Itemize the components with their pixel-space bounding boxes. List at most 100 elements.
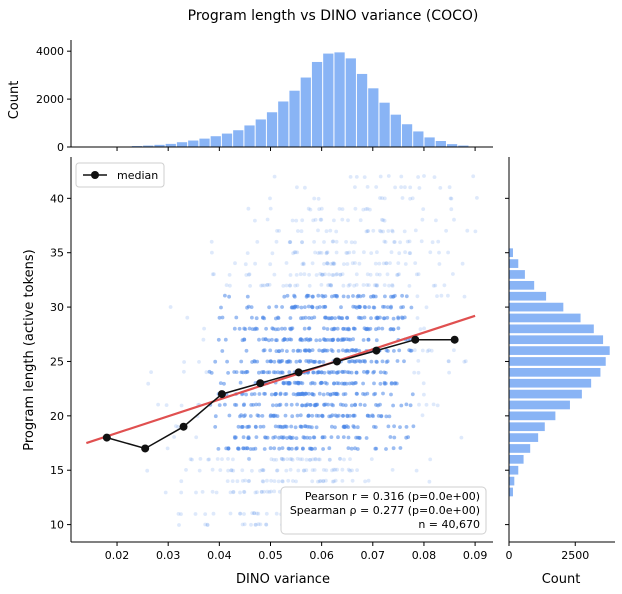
scatter-point xyxy=(383,295,387,299)
scatter-point xyxy=(301,404,305,408)
scatter-point xyxy=(310,414,314,418)
scatter-point xyxy=(228,273,232,277)
scatter-point xyxy=(305,337,309,341)
scatter-point xyxy=(408,197,412,201)
scatter-point xyxy=(351,479,355,483)
scatter-point xyxy=(440,294,444,298)
scatter-point xyxy=(174,424,178,428)
scatter-point xyxy=(262,468,266,472)
top-histogram-bar xyxy=(267,112,277,147)
scatter-point xyxy=(392,349,396,353)
scatter-point xyxy=(421,218,425,222)
scatter-point xyxy=(323,371,327,375)
y-tick-label: 10 xyxy=(50,519,64,532)
scatter-point xyxy=(322,360,326,364)
scatter-point xyxy=(322,393,326,397)
scatter-point xyxy=(333,392,337,396)
scatter-point xyxy=(242,338,246,342)
scatter-point xyxy=(224,338,228,342)
scatter-point xyxy=(247,479,251,483)
scatter-point xyxy=(417,371,421,375)
scatter-point xyxy=(438,262,442,266)
scatter-point xyxy=(352,414,356,418)
scatter-point xyxy=(298,338,302,342)
scatter-point xyxy=(422,393,426,397)
scatter-point xyxy=(166,447,170,451)
right-histogram-x-tick-label: 0 xyxy=(506,549,513,562)
scatter-point xyxy=(294,480,298,484)
top-histogram-y-tick-label: 2000 xyxy=(36,93,64,106)
top-histogram-bar xyxy=(301,78,311,147)
scatter-point xyxy=(416,359,420,363)
right-histogram-bar xyxy=(509,433,538,442)
scatter-point xyxy=(295,360,299,364)
scatter-point xyxy=(330,425,334,429)
scatter-point xyxy=(277,403,281,407)
x-tick-label: 0.06 xyxy=(309,549,334,562)
scatter-point xyxy=(446,251,450,255)
scatter-point xyxy=(273,175,277,179)
top-histogram-ylabel: Count xyxy=(7,81,22,120)
scatter-point xyxy=(250,316,254,320)
scatter-point xyxy=(330,316,334,320)
scatter-point xyxy=(263,284,267,288)
scatter-point xyxy=(408,251,412,255)
scatter-point xyxy=(303,349,307,353)
scatter-point xyxy=(264,338,268,342)
scatter-point xyxy=(432,284,436,288)
scatter-point xyxy=(380,327,384,331)
scatter-point xyxy=(418,186,422,190)
scatter-point xyxy=(298,359,302,363)
scatter-point xyxy=(403,250,407,254)
scatter-point xyxy=(241,371,245,375)
scatter-point xyxy=(309,447,313,451)
scatter-point xyxy=(251,327,255,331)
scatter-point xyxy=(179,479,183,483)
scatter-point xyxy=(194,491,198,495)
scatter-point xyxy=(341,370,345,374)
scatter-point xyxy=(146,382,150,386)
scatter-point xyxy=(271,251,275,255)
fit-line xyxy=(86,316,475,443)
scatter-point xyxy=(379,175,383,179)
stats-pearson: Pearson r = 0.316 (p=0.0e+00) xyxy=(305,490,480,503)
scatter-point xyxy=(213,360,217,364)
scatter-point xyxy=(420,239,424,243)
scatter-point xyxy=(366,185,370,189)
scatter-point xyxy=(414,229,418,233)
scatter-point xyxy=(388,261,392,265)
scatter-point xyxy=(421,207,425,211)
scatter-point xyxy=(401,305,405,309)
scatter-point xyxy=(446,294,450,298)
scatter-point xyxy=(215,491,219,495)
scatter-point xyxy=(421,349,425,353)
scatter-point xyxy=(300,457,304,461)
scatter-point xyxy=(312,316,316,320)
scatter-point xyxy=(475,196,479,200)
x-tick-label: 0.05 xyxy=(258,549,283,562)
scatter-point xyxy=(437,251,441,255)
scatter-point xyxy=(309,208,313,212)
scatter-point xyxy=(218,316,222,320)
scatter-point xyxy=(296,349,300,353)
scatter-point xyxy=(328,393,332,397)
scatter-point xyxy=(358,262,362,266)
scatter-point xyxy=(289,425,293,429)
scatter-point xyxy=(287,447,291,451)
scatter-point xyxy=(310,479,314,483)
scatter-point xyxy=(452,218,456,222)
scatter-point xyxy=(308,284,312,288)
scatter-point xyxy=(361,382,365,386)
scatter-point xyxy=(281,446,285,450)
scatter-point xyxy=(336,435,340,439)
scatter-point xyxy=(199,457,203,461)
scatter-point xyxy=(344,403,348,407)
scatter-point xyxy=(285,403,289,407)
scatter-point xyxy=(300,229,304,233)
scatter-point xyxy=(145,469,149,473)
scatter-point xyxy=(426,349,430,353)
scatter-point xyxy=(277,349,281,353)
scatter-point xyxy=(369,273,373,277)
scatter-point xyxy=(242,512,246,516)
